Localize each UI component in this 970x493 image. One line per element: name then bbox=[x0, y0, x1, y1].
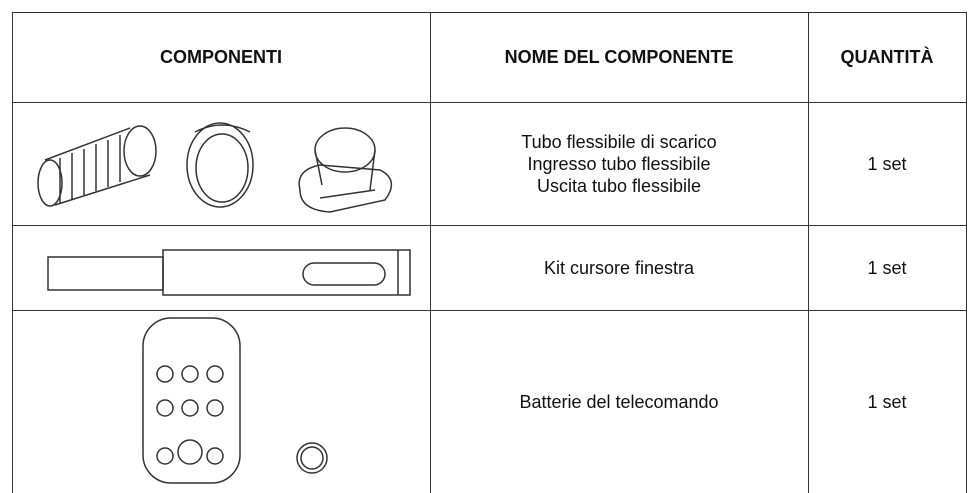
quantity-cell: 1 set bbox=[867, 257, 907, 278]
name-line: Ingresso tubo flessibile bbox=[527, 153, 711, 174]
name-line: Uscita tubo flessibile bbox=[536, 175, 702, 196]
window-slider bbox=[47, 249, 411, 296]
hose-inlet bbox=[186, 122, 254, 208]
header-cell: QUANTITÀ bbox=[840, 47, 934, 67]
border bbox=[430, 12, 431, 493]
quantity-cell: 1 set bbox=[867, 391, 907, 412]
quantity-cell: 1 set bbox=[867, 153, 907, 174]
name-line: Kit cursore finestra bbox=[543, 257, 695, 278]
name-cell: Batterie del telecomando bbox=[430, 310, 808, 493]
name-line: Batterie del telecomando bbox=[519, 391, 719, 412]
header-cell: NOME DEL COMPONENTE bbox=[504, 47, 734, 67]
hose bbox=[37, 125, 157, 207]
border bbox=[12, 225, 967, 226]
remote-control bbox=[142, 317, 241, 484]
name-cell: Kit cursore finestra bbox=[430, 225, 808, 310]
border bbox=[12, 12, 13, 493]
name-line: Tubo flessibile di scarico bbox=[521, 131, 717, 152]
border bbox=[808, 12, 809, 493]
hose-outlet bbox=[298, 127, 393, 213]
border bbox=[966, 12, 967, 493]
illustrations bbox=[37, 122, 411, 484]
header-cell: COMPONENTI bbox=[159, 47, 282, 67]
border bbox=[12, 12, 967, 13]
border bbox=[12, 102, 967, 103]
border bbox=[12, 310, 967, 311]
name-cell: Tubo flessibile di scarico Ingresso tubo… bbox=[430, 102, 808, 225]
battery bbox=[296, 442, 328, 474]
